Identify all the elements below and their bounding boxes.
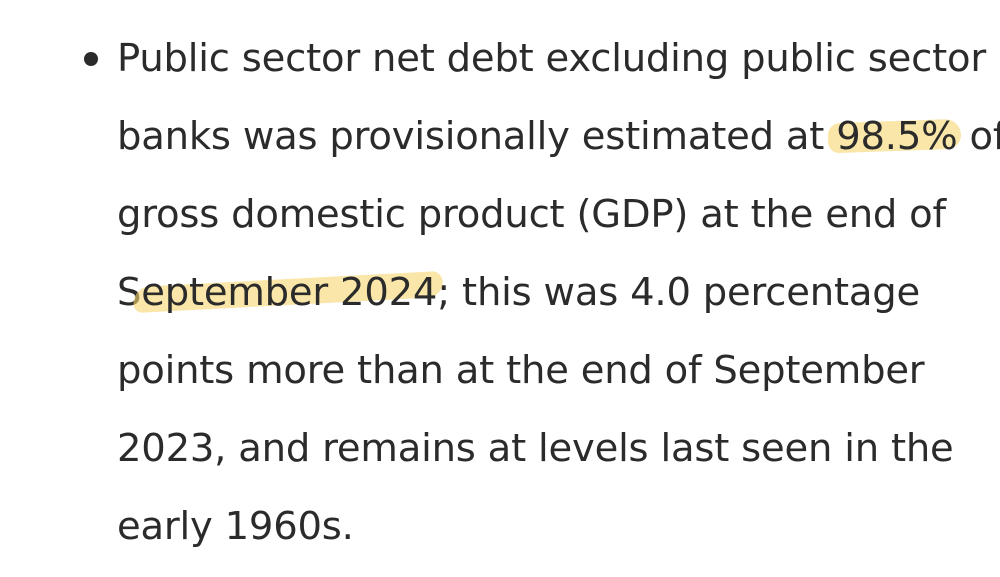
text-line-1: Public sector net debt excluding public … bbox=[117, 36, 986, 81]
bullet-point-icon bbox=[84, 52, 98, 66]
text-line-2-start: banks was provisionally estimated at bbox=[117, 114, 837, 159]
text-line-6: 2023, and remains at levels last seen in… bbox=[117, 426, 954, 471]
highlight-percentage: 98.5% bbox=[827, 107, 962, 167]
text-line-5: points more than at the end of September bbox=[117, 348, 925, 393]
text-line-2: banks was provisionally estimated at 98.… bbox=[117, 107, 1000, 167]
highlight-date: eptember 2024 bbox=[132, 263, 444, 323]
highlighted-percentage-text: 98.5% bbox=[836, 114, 958, 159]
text-line-4-end: ; this was 4.0 percentage bbox=[437, 270, 920, 315]
text-line-2-end: of bbox=[969, 114, 1000, 159]
highlighted-date-text: eptember 2024 bbox=[141, 270, 438, 315]
text-line-7: early 1960s. bbox=[117, 504, 354, 549]
text-line-3: gross domestic product (GDP) at the end … bbox=[117, 192, 946, 237]
